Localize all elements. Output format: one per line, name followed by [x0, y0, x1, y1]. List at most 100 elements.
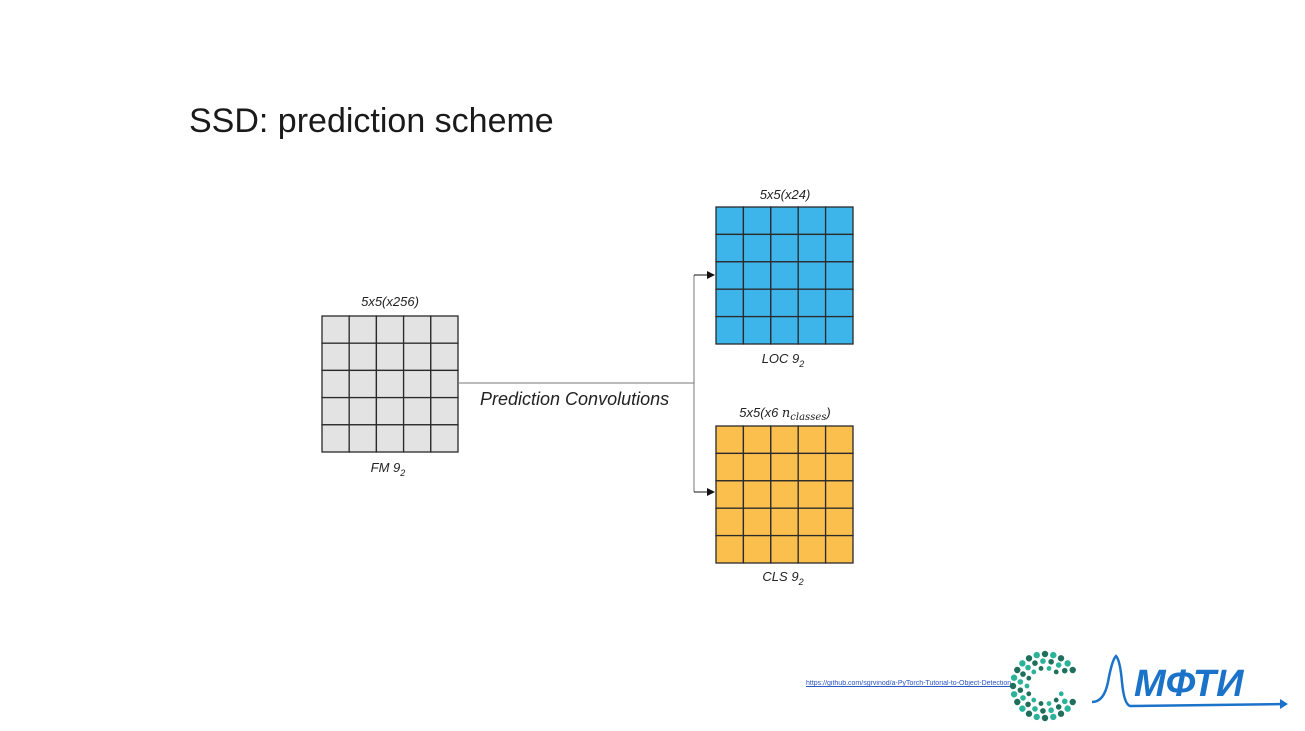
emblem-dot [1050, 651, 1057, 659]
emblem-dot [1026, 675, 1032, 681]
loc-grid [715, 206, 854, 345]
loc-cell [770, 206, 799, 236]
cls-cell [742, 452, 772, 482]
emblem-dot [1032, 706, 1038, 712]
emblem-dot [1041, 714, 1049, 722]
cls-cell [797, 480, 827, 509]
cls-cell [770, 534, 799, 564]
cls-cell [797, 507, 827, 537]
cls-cell [715, 534, 745, 564]
emblem-dot [1024, 683, 1030, 689]
feature-map-cell [321, 342, 350, 372]
loc-cell [824, 315, 854, 345]
cls-cell [824, 534, 854, 564]
emblem-dot [1040, 708, 1046, 714]
loc-cell [742, 206, 772, 236]
emblem-dot [1020, 671, 1026, 677]
emblem-dot [1053, 669, 1059, 675]
feature-map-cell [348, 396, 378, 426]
loc-cell [715, 261, 745, 290]
loc-cell [742, 315, 772, 345]
loc-cell [770, 315, 799, 345]
loc-cell [797, 233, 827, 263]
emblem-dot [1025, 655, 1033, 662]
emblem-dot [1038, 666, 1044, 671]
emblem-dot [1061, 698, 1068, 705]
loc-cell [742, 233, 772, 263]
loc-cell [824, 261, 854, 290]
feature-map-cell [375, 396, 405, 426]
cls-name-label: CLS 92 [762, 569, 803, 587]
emblem-dot [1038, 701, 1044, 706]
cls-cell [715, 507, 745, 537]
emblem-dot [1010, 674, 1018, 681]
source-link[interactable]: https://github.com/sgrvinod/a-PyTorch-Tu… [806, 680, 1011, 687]
loc-name-label: LOC 92 [762, 351, 805, 369]
feature-map-cell [402, 369, 432, 399]
feature-map-cell [348, 315, 378, 344]
feature-map-cell [402, 315, 432, 344]
emblem-dot [1055, 662, 1062, 668]
emblem-dot [1057, 655, 1065, 662]
emblem-dot [1025, 664, 1031, 671]
feature-map-size-label: 5x5(x256) [361, 294, 419, 309]
cls-cell [770, 480, 799, 509]
cls-cell [797, 425, 827, 455]
emblem-dot [1017, 679, 1024, 685]
feature-map-cell [321, 424, 350, 453]
loc-cell [715, 315, 745, 345]
feature-map-cell [375, 315, 405, 344]
loc-cell [742, 288, 772, 318]
brand-swoosh [1091, 654, 1287, 708]
emblem-dot [1061, 667, 1068, 674]
loc-cell [824, 288, 854, 318]
feature-map-cell [430, 342, 459, 372]
loc-cell [770, 233, 799, 263]
brand-text: МФТИ [1134, 663, 1244, 705]
feature-map-cell [348, 369, 378, 399]
feature-map-cell [402, 424, 432, 453]
cls-grid [715, 425, 854, 564]
loc-cell [715, 233, 745, 263]
feature-map-grid [321, 315, 459, 453]
emblem-dot [1033, 651, 1040, 659]
feature-map-cell [321, 396, 350, 426]
cls-cell [715, 452, 745, 482]
emblem-dot [1040, 658, 1046, 664]
emblem-dot [1010, 691, 1018, 698]
edge-label: Prediction Convolutions [480, 389, 669, 409]
cls-cell [797, 452, 827, 482]
cls-cell [770, 507, 799, 537]
emblem-dot [1020, 695, 1026, 701]
emblem-dot [1050, 713, 1057, 721]
emblem-dot [1048, 707, 1054, 714]
emblem-dot [1025, 701, 1031, 708]
emblem-dot [1055, 704, 1062, 710]
feature-map-name-label: FM 92 [371, 460, 406, 478]
emblem-dot [1046, 666, 1052, 671]
feature-map-cell [375, 369, 405, 399]
feature-map-cell [375, 424, 405, 453]
emblem-dot [1031, 669, 1037, 675]
emblem-dot [1009, 682, 1017, 690]
cls-cell [715, 425, 745, 455]
cls-cell [742, 534, 772, 564]
cls-cell [742, 425, 772, 455]
emblem-dot [1033, 713, 1040, 721]
loc-cell [770, 261, 799, 290]
emblem-dot [1019, 660, 1026, 667]
loc-cell [797, 206, 827, 236]
loc-cell [797, 261, 827, 290]
cls-cell [742, 507, 772, 537]
feature-map-cell [321, 369, 350, 399]
loc-cell [770, 288, 799, 318]
cls-cell [824, 452, 854, 482]
emblem-dot [1064, 660, 1071, 667]
feature-map-cell [321, 315, 350, 344]
emblem-dot [1025, 710, 1033, 717]
loc-cell [797, 288, 827, 318]
loc-cell [742, 261, 772, 290]
loc-cell [715, 288, 745, 318]
cls-cell [715, 480, 745, 509]
